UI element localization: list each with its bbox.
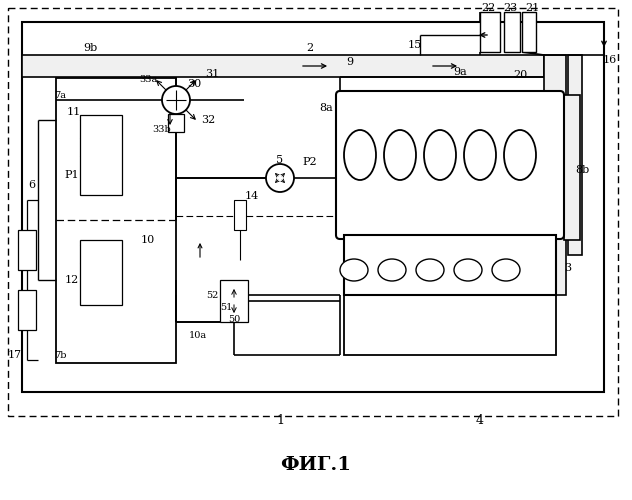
- Bar: [568, 55, 582, 255]
- Text: 7a: 7a: [54, 90, 66, 100]
- FancyBboxPatch shape: [336, 91, 564, 239]
- Bar: [168, 114, 184, 132]
- Text: 52: 52: [206, 292, 218, 300]
- Text: 2: 2: [307, 43, 313, 53]
- Bar: [18, 290, 36, 330]
- Text: 30: 30: [187, 79, 201, 89]
- Text: 7b: 7b: [54, 350, 66, 360]
- Text: 33b: 33b: [152, 126, 171, 134]
- Text: 17: 17: [8, 350, 22, 360]
- Circle shape: [162, 86, 190, 114]
- Text: 9: 9: [346, 57, 353, 67]
- Text: 31: 31: [205, 69, 219, 79]
- Bar: [344, 295, 556, 355]
- Text: 9a: 9a: [453, 67, 467, 77]
- Text: 6: 6: [28, 180, 35, 190]
- Ellipse shape: [454, 259, 482, 281]
- Bar: [22, 55, 544, 77]
- Bar: [522, 12, 536, 52]
- Ellipse shape: [344, 130, 376, 180]
- Text: 22: 22: [481, 3, 495, 13]
- Text: 50: 50: [228, 316, 240, 324]
- Text: 1: 1: [276, 414, 284, 426]
- Text: ФИГ.1: ФИГ.1: [281, 456, 351, 474]
- Text: 4: 4: [476, 414, 484, 426]
- Bar: [18, 230, 36, 270]
- Ellipse shape: [340, 259, 368, 281]
- Text: 3: 3: [564, 263, 571, 273]
- Bar: [234, 200, 246, 230]
- Text: 15: 15: [408, 40, 422, 50]
- Text: 8b: 8b: [575, 165, 589, 175]
- Ellipse shape: [424, 130, 456, 180]
- Text: 32: 32: [201, 115, 215, 125]
- Text: 10a: 10a: [189, 330, 207, 340]
- Text: 12: 12: [65, 275, 79, 285]
- Ellipse shape: [504, 130, 536, 180]
- Ellipse shape: [416, 259, 444, 281]
- Bar: [220, 280, 248, 322]
- Text: 8a: 8a: [319, 103, 333, 113]
- Ellipse shape: [378, 259, 406, 281]
- Bar: [344, 235, 556, 295]
- Text: 21: 21: [525, 3, 539, 13]
- Text: 9b: 9b: [83, 43, 97, 53]
- Text: 20: 20: [513, 70, 527, 80]
- Text: 16: 16: [603, 55, 617, 65]
- Text: P1: P1: [64, 170, 79, 180]
- Bar: [504, 12, 520, 52]
- Ellipse shape: [464, 130, 496, 180]
- Text: P2: P2: [303, 157, 317, 167]
- Text: 23: 23: [503, 3, 517, 13]
- Text: 10: 10: [141, 235, 155, 245]
- Text: 11: 11: [67, 107, 81, 117]
- Bar: [544, 55, 566, 295]
- Text: 51: 51: [220, 304, 232, 312]
- Bar: [480, 12, 500, 52]
- Ellipse shape: [492, 259, 520, 281]
- Bar: [8, 8, 618, 416]
- Text: 33a: 33a: [139, 76, 157, 84]
- Bar: [56, 78, 176, 363]
- Text: 14: 14: [245, 191, 259, 201]
- Bar: [564, 95, 580, 240]
- Bar: [22, 22, 604, 392]
- Text: 5: 5: [276, 155, 284, 165]
- Ellipse shape: [384, 130, 416, 180]
- Bar: [80, 115, 122, 195]
- Circle shape: [266, 164, 294, 192]
- Bar: [80, 240, 122, 305]
